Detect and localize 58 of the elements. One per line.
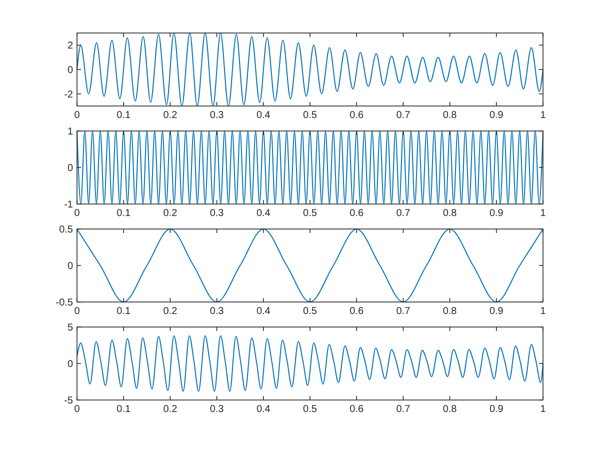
x-tick-label: 0.4	[256, 110, 271, 121]
x-tick-label: 0.5	[303, 306, 318, 317]
x-tick-label: 0.1	[116, 110, 131, 121]
x-tick-label: 0.5	[303, 110, 318, 121]
x-tick-label: 0.9	[489, 208, 504, 219]
x-tick-label: 0.7	[396, 208, 411, 219]
y-tick-label: 0.5	[59, 224, 74, 236]
x-tick-label: 0.9	[489, 404, 504, 415]
x-tick-label: 0.3	[210, 208, 224, 219]
x-tick-label: 0	[74, 208, 80, 219]
line-series	[76, 335, 544, 392]
x-tick-label: 0.4	[256, 208, 271, 219]
x-tick-label: 0.7	[396, 306, 411, 317]
x-tick-label: 1	[540, 306, 546, 317]
x-tick-label: 0.2	[163, 306, 178, 317]
x-tick-label: 0.8	[442, 404, 458, 415]
x-tick-label: 0.5	[303, 404, 318, 415]
y-tick-label: 0	[67, 359, 74, 370]
x-tick-label: 0.8	[442, 306, 458, 317]
y-tick-label: -5	[64, 396, 74, 406]
y-tick-label: 5	[67, 322, 74, 334]
x-tick-label: 0.8	[442, 208, 458, 219]
x-tick-label: 1	[540, 404, 546, 415]
x-tick-label: 0.6	[350, 110, 364, 121]
x-tick-label: 1	[540, 110, 546, 121]
y-tick-label: -0.5	[56, 298, 74, 308]
x-tick-label: 0	[74, 306, 80, 317]
x-tick-label: 0.2	[163, 110, 178, 121]
y-tick-label: 0	[67, 261, 74, 272]
y-tick-label: -2	[64, 89, 74, 100]
x-tick-label: 0.1	[116, 306, 131, 317]
y-tick-label: 0	[67, 163, 74, 174]
x-tick-label: 0.6	[350, 208, 364, 219]
x-tick-label: 0.8	[442, 110, 458, 121]
x-tick-label: 0.6	[350, 306, 364, 317]
x-tick-label: 0.3	[210, 306, 224, 317]
x-tick-label: 0.6	[350, 404, 364, 415]
x-tick-label: 0.7	[396, 110, 411, 121]
x-tick-label: 0.2	[163, 208, 178, 219]
x-tick-label: 0.5	[303, 208, 318, 219]
y-tick-label: -1	[64, 200, 74, 210]
x-tick-label: 0.4	[256, 306, 271, 317]
x-tick-label: 0.3	[210, 110, 224, 121]
x-tick-label: 0.9	[489, 110, 504, 121]
x-tick-label: 0	[74, 404, 80, 415]
y-tick-label: 2	[67, 40, 74, 52]
x-tick-label: 0.7	[396, 404, 411, 415]
x-tick-label: 0.9	[489, 306, 504, 317]
x-tick-label: 0.3	[210, 404, 224, 415]
x-tick-label: 0.1	[116, 208, 131, 219]
x-tick-label: 0	[74, 110, 80, 121]
x-tick-label: 1	[540, 208, 546, 219]
y-tick-label: 0	[67, 65, 74, 76]
x-tick-label: 0.1	[116, 404, 131, 415]
x-tick-label: 0.4	[256, 404, 271, 415]
line-series	[76, 32, 544, 106]
x-tick-label: 0.2	[163, 404, 178, 415]
y-tick-label: 1	[67, 126, 74, 138]
